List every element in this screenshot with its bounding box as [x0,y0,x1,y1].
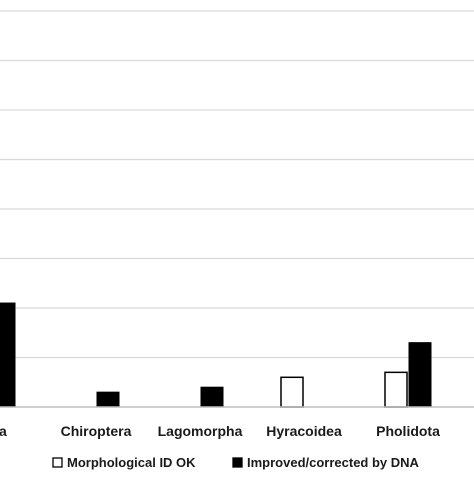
bar-morphological-pholidota [384,371,408,408]
category-labels: vora Chiroptera Lagomorpha Hyracoidea Pholid… [0,423,440,439]
legend-swatch [52,457,63,468]
bar-dna-vora [0,302,16,408]
x-tick-label: Hyracoidea [266,423,342,439]
x-tick-label: vora [0,423,7,439]
x-tick-label: Lagomorpha [158,423,243,439]
x-tick-label: Chiroptera [61,423,132,439]
legend-swatch [232,457,243,468]
bar-dna-chiroptera [96,391,120,408]
x-tick-label: Pholidota [376,423,440,439]
bars [0,302,432,408]
legend: Morphological ID OK Improved/corrected by… [52,455,420,470]
bar-dna-lagomorpha [200,386,224,408]
bar-morphological-hyracoidea [280,376,304,408]
legend-label: Morphological ID OK [67,455,196,470]
gridlines [0,10,474,359]
legend-label: Improved/corrected by DNA [247,455,420,470]
bar-dna-pholidota [408,342,432,408]
